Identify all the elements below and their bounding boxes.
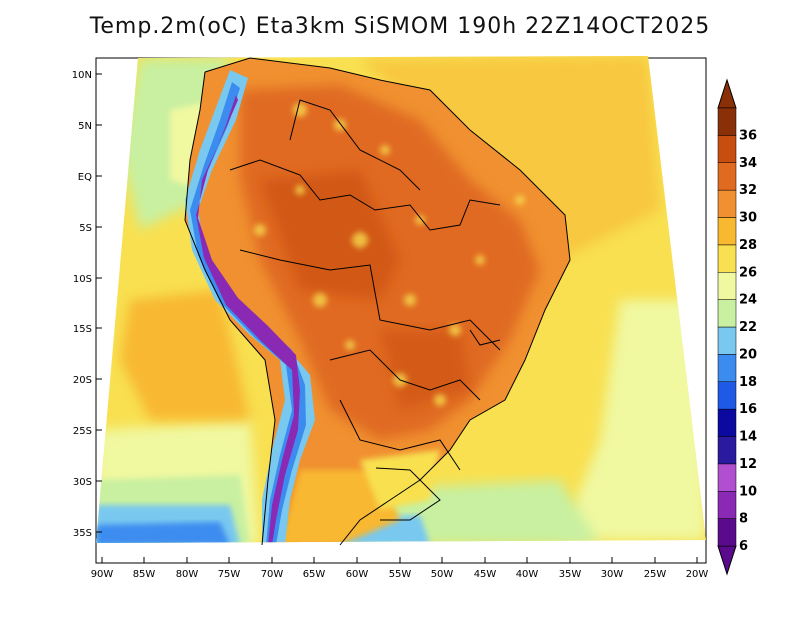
- colorbar-label: 14: [739, 430, 757, 445]
- colorbar-segment: [717, 463, 737, 492]
- lat-axis: 10N 5N EQ 5S 10S 15S 20S 25S 30S 35S: [72, 70, 102, 539]
- colorbar-label: 20: [739, 347, 757, 362]
- colorbar-segment: [717, 189, 737, 218]
- colorbar-label: 30: [739, 211, 757, 226]
- colorbar-segment: [717, 326, 737, 355]
- colorbar-segment: [717, 491, 737, 519]
- lat-label: 20S: [73, 375, 92, 386]
- lat-label: 5S: [79, 223, 92, 234]
- lat-label: 5N: [78, 121, 92, 132]
- lon-label: 20W: [686, 569, 709, 580]
- lon-label: 90W: [91, 569, 114, 580]
- colorbar-label: 24: [739, 293, 757, 308]
- lon-label: 30W: [601, 569, 624, 580]
- colorbar-label: 36: [739, 128, 757, 143]
- lon-label: 25W: [644, 569, 667, 580]
- lon-label: 60W: [346, 569, 369, 580]
- lon-label: 40W: [516, 569, 539, 580]
- lon-label: 85W: [133, 569, 156, 580]
- colorbar-label: 32: [739, 183, 757, 198]
- colorbar-segment: [717, 217, 737, 246]
- colorbar-min-arrow: [717, 545, 737, 576]
- lat-label: 10N: [72, 70, 92, 81]
- colorbar-label: 8: [739, 512, 748, 527]
- colorbar-segment: [717, 381, 737, 410]
- lon-axis: 90W 85W 80W 75W 70W 65W 60W 55W 50W 45W …: [91, 557, 709, 580]
- lon-label: 35W: [559, 569, 582, 580]
- lat-label: 15S: [73, 324, 92, 335]
- colorbar-segment: [717, 162, 737, 191]
- lon-label: 80W: [176, 569, 199, 580]
- colorbar-segment: [717, 135, 737, 163]
- lon-label: 65W: [303, 569, 326, 580]
- lon-label: 50W: [431, 569, 454, 580]
- lat-label: EQ: [78, 172, 92, 183]
- colorbar-segment: [717, 408, 737, 437]
- colorbar-label: 16: [739, 402, 757, 417]
- colorbar-segment: [717, 518, 737, 547]
- colorbar-segment: [717, 299, 737, 328]
- colorbar-label: 10: [739, 484, 757, 499]
- country-borders: [184, 57, 571, 546]
- colorbar-label: 18: [739, 375, 757, 390]
- colorbar-segment: [717, 436, 737, 465]
- colorbar-label: 28: [739, 238, 757, 253]
- colorbar-label: 12: [739, 457, 757, 472]
- lon-label: 55W: [389, 569, 412, 580]
- colorbar-label: 34: [739, 156, 757, 171]
- map-title: Temp.2m(oC) Eta3km SiSMOM 190h 22Z14OCT2…: [89, 14, 711, 39]
- colorbar-segment: [717, 272, 737, 300]
- colorbar-segment: [717, 354, 737, 382]
- lon-label: 70W: [261, 569, 284, 580]
- colorbar-segment: [717, 107, 737, 136]
- lon-label: 75W: [218, 569, 241, 580]
- colorbar-label: 22: [739, 320, 757, 335]
- colorbar-label: 6: [739, 539, 748, 554]
- colorbar-max-arrow: [717, 78, 737, 109]
- lat-label: 35S: [73, 528, 92, 539]
- colorbar: 6 8 10 12 14 16 18 20 22 24 26 28 30 32 34 36: [717, 78, 757, 576]
- temperature-field: [96, 56, 706, 543]
- colorbar-label: 26: [739, 265, 757, 280]
- lat-label: 10S: [73, 274, 92, 285]
- colorbar-segment: [717, 244, 737, 273]
- lon-label: 45W: [474, 569, 497, 580]
- lat-label: 25S: [73, 426, 92, 437]
- lat-label: 30S: [73, 477, 92, 488]
